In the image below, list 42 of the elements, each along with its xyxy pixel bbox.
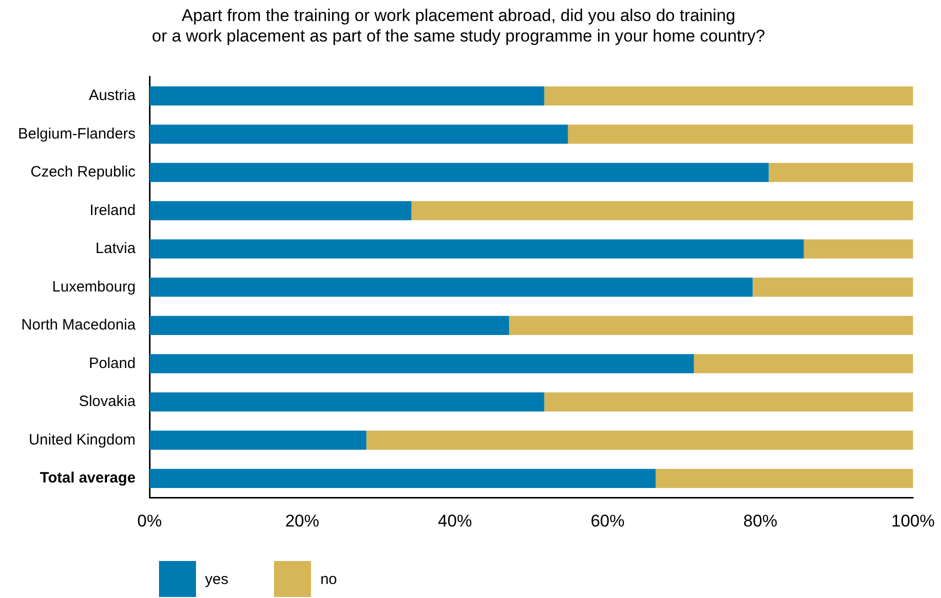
y-tick-label: Latvia <box>96 240 136 258</box>
bar <box>150 162 769 182</box>
bar <box>544 392 913 412</box>
y-tick-label: Poland <box>88 354 136 372</box>
legend-label: no <box>320 570 338 588</box>
y-tick-label: Luxembourg <box>52 278 136 296</box>
bar <box>150 239 804 259</box>
y-tick-label: United Kingdom <box>28 431 136 448</box>
bar <box>752 278 913 297</box>
bar <box>150 430 366 450</box>
legend-label: yes <box>205 570 228 588</box>
bar <box>366 430 913 450</box>
bar <box>150 86 544 106</box>
y-tick-label: Austria <box>88 87 136 104</box>
bar <box>694 354 913 374</box>
bar <box>544 86 913 106</box>
x-tick-label: 100% <box>891 511 935 530</box>
x-tick-label: 60% <box>590 511 625 530</box>
bar <box>150 124 568 144</box>
x-tick-label: 20% <box>285 511 320 530</box>
y-tick-label: Czech Republic <box>30 164 136 181</box>
x-tick-label: 40% <box>438 511 472 530</box>
chart-title: Apart from the training or work placement abroad, did you also do training or a work placement as part of the same study programme in your home country? <box>152 6 766 46</box>
bar <box>656 468 913 488</box>
bar <box>509 316 913 336</box>
bar <box>411 201 913 220</box>
bar <box>768 162 913 182</box>
x-tick-label: 0% <box>137 511 162 530</box>
bar <box>568 124 913 144</box>
x-tick-label: 80% <box>743 511 778 530</box>
bar <box>150 354 694 374</box>
bar <box>150 201 412 220</box>
y-tick-label: Belgium-Flanders <box>18 125 136 142</box>
bar <box>150 278 753 297</box>
y-tick-label: Total average <box>40 470 136 487</box>
bar <box>804 239 913 259</box>
y-tick-label: Slovakia <box>78 393 136 410</box>
y-tick-label: Ireland <box>90 202 136 219</box>
bar <box>150 316 510 336</box>
y-tick-label: North Macedonia <box>21 316 136 334</box>
bar <box>150 468 656 488</box>
bar <box>150 392 544 412</box>
